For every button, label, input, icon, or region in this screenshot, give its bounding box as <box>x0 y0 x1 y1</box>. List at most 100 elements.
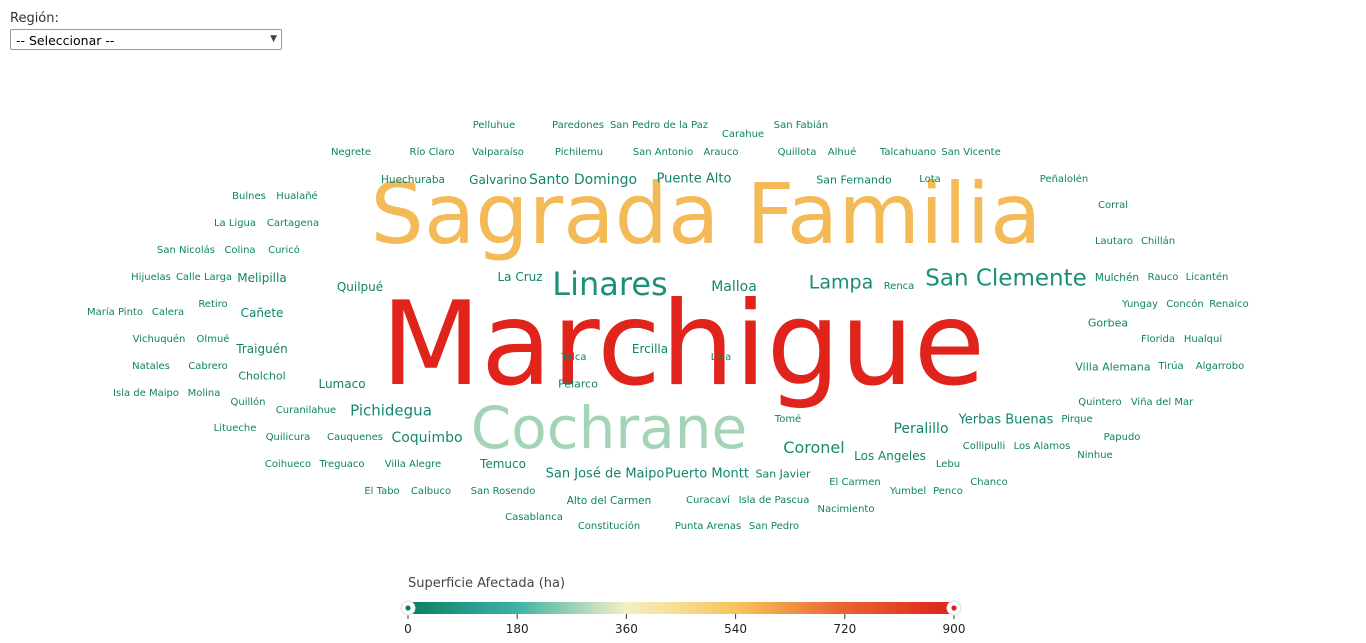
word-canete: Cañete <box>240 306 284 320</box>
word-penco: Penco <box>933 486 963 497</box>
legend-max-handle[interactable] <box>946 600 962 616</box>
word-yumbel: Yumbel <box>889 486 927 497</box>
word-olmue: Olmué <box>196 334 230 345</box>
word-penalolen: Peñalolén <box>1039 174 1089 185</box>
word-curacavi: Curacaví <box>686 495 730 506</box>
word-pirque: Pirque <box>1061 414 1093 425</box>
word-temuco: Temuco <box>480 457 526 471</box>
word-quillon: Quillón <box>230 397 266 408</box>
word-hualqui: Hualqui <box>1183 334 1223 345</box>
word-quintero: Quintero <box>1078 397 1122 408</box>
word-san-rosendo: San Rosendo <box>470 486 536 497</box>
word-cauquenes: Cauquenes <box>327 432 383 443</box>
word-algarrobo: Algarrobo <box>1195 361 1245 372</box>
word-yerbas-buenas: Yerbas Buenas <box>958 412 1054 428</box>
region-select-value: -- Seleccionar -- <box>16 33 115 48</box>
word-maria-pinto: María Pinto <box>87 307 143 318</box>
legend-min-handle[interactable] <box>400 600 416 616</box>
legend-tick-label: 540 <box>724 622 747 636</box>
word-galvarino: Galvarino <box>469 173 527 187</box>
legend-gradient-bar <box>408 602 954 614</box>
word-marchigue: Marchigue <box>380 277 986 412</box>
word-casablanca: Casablanca <box>505 512 563 523</box>
region-filter-label: Región: <box>10 11 59 26</box>
word-chanco: Chanco <box>970 477 1008 488</box>
word-hualane: Hualañé <box>276 191 318 202</box>
word-hijuelas: Hijuelas <box>131 272 171 283</box>
word-san-fernando: San Fernando <box>816 173 892 187</box>
word-huechuraba: Huechuraba <box>381 173 445 186</box>
word-litueche: Litueche <box>213 423 257 434</box>
word-isla-de-maipo: Isla de Maipo <box>113 388 179 399</box>
word-vina-del-mar: Viña del Mar <box>1130 397 1194 408</box>
word-san-pedro: San Pedro <box>748 521 800 532</box>
word-san-fabian: San Fabián <box>773 120 829 131</box>
word-san-jose-de-maipo: San José de Maipo <box>545 466 665 482</box>
word-molina: Molina <box>187 388 221 399</box>
word-isla-de-pascua: Isla de Pascua <box>738 495 810 506</box>
word-san-nicolas: San Nicolás <box>157 245 215 256</box>
word-arauco: Arauco <box>703 147 739 158</box>
word-pelarco: Pelarco <box>558 377 598 391</box>
word-ercilla: Ercilla <box>631 342 669 356</box>
legend-tick-label: 720 <box>833 622 856 636</box>
word-florida: Florida <box>1140 334 1176 345</box>
word-cartagena: Cartagena <box>266 218 320 229</box>
word-pichilemu: Pichilemu <box>554 147 604 158</box>
word-renca: Renca <box>883 281 915 292</box>
word-licanten: Licantén <box>1185 272 1229 283</box>
word-renaico: Renaico <box>1209 299 1249 310</box>
word-calle-larga: Calle Larga <box>175 272 233 283</box>
word-lumaco: Lumaco <box>318 377 366 391</box>
word-carahue: Carahue <box>721 129 765 140</box>
word-san-javier: San Javier <box>755 467 811 481</box>
word-chillan: Chillán <box>1140 236 1176 247</box>
word-retiro: Retiro <box>198 299 228 310</box>
word-tirua: Tirúa <box>1158 361 1184 372</box>
word-melipilla: Melipilla <box>237 271 287 285</box>
word-gorbea: Gorbea <box>1087 316 1129 330</box>
word-constitucion: Constitución <box>577 521 641 532</box>
word-treguaco: Treguaco <box>319 459 365 470</box>
word-negrete: Negrete <box>330 147 372 158</box>
word-puerto-montt: Puerto Montt <box>665 466 749 482</box>
word-rio-claro: Río Claro <box>409 147 455 158</box>
word-cloud: Marchigue Sagrada Familia Cochrane Linares S… <box>87 120 1249 532</box>
word-concon: Concón <box>1166 299 1204 310</box>
region-select[interactable]: -- Seleccionar -- ▼ <box>10 29 282 50</box>
word-rauco: Rauco <box>1147 272 1179 283</box>
word-peralillo: Peralillo <box>893 421 949 437</box>
word-calbuco: Calbuco <box>410 486 452 497</box>
word-pichidegua: Pichidegua <box>350 401 432 420</box>
word-lautaro: Lautaro <box>1094 236 1134 247</box>
word-natales: Natales <box>132 361 170 372</box>
word-paredones: Paredones <box>552 120 604 131</box>
word-talca: Talca <box>561 352 587 363</box>
word-lota: Lota <box>919 174 941 185</box>
word-malloa: Malloa <box>711 279 757 295</box>
word-yungay: Yungay <box>1121 299 1159 310</box>
word-san-antonio: San Antonio <box>632 147 694 158</box>
word-el-tabo: El Tabo <box>364 486 400 497</box>
word-coronel: Coronel <box>783 438 845 457</box>
word-la-cruz: La Cruz <box>497 270 543 284</box>
word-san-pedro-de-la-paz: San Pedro de la Paz <box>609 120 709 131</box>
legend-tick-label: 0 <box>404 622 412 636</box>
word-corral: Corral <box>1097 200 1129 211</box>
word-mulchen: Mulchén <box>1094 271 1140 284</box>
word-ninhue: Ninhue <box>1077 450 1113 461</box>
word-san-clemente: San Clemente <box>925 265 1087 292</box>
word-calera: Calera <box>151 307 185 318</box>
word-pelluhue: Pelluhue <box>472 120 516 131</box>
word-santo-domingo: Santo Domingo <box>528 172 638 188</box>
word-tome: Tomé <box>774 414 802 425</box>
word-vichuquen: Vichuquén <box>132 334 186 345</box>
word-punta-arenas: Punta Arenas <box>674 521 742 532</box>
word-cochrane: Cochrane <box>470 394 748 462</box>
word-talcahuano: Talcahuano <box>879 147 937 158</box>
legend-tick-label: 180 <box>506 622 529 636</box>
chevron-down-icon: ▼ <box>270 34 277 44</box>
word-quilicura: Quilicura <box>265 432 311 443</box>
word-papudo: Papudo <box>1103 432 1141 443</box>
word-cabrero: Cabrero <box>188 361 228 372</box>
